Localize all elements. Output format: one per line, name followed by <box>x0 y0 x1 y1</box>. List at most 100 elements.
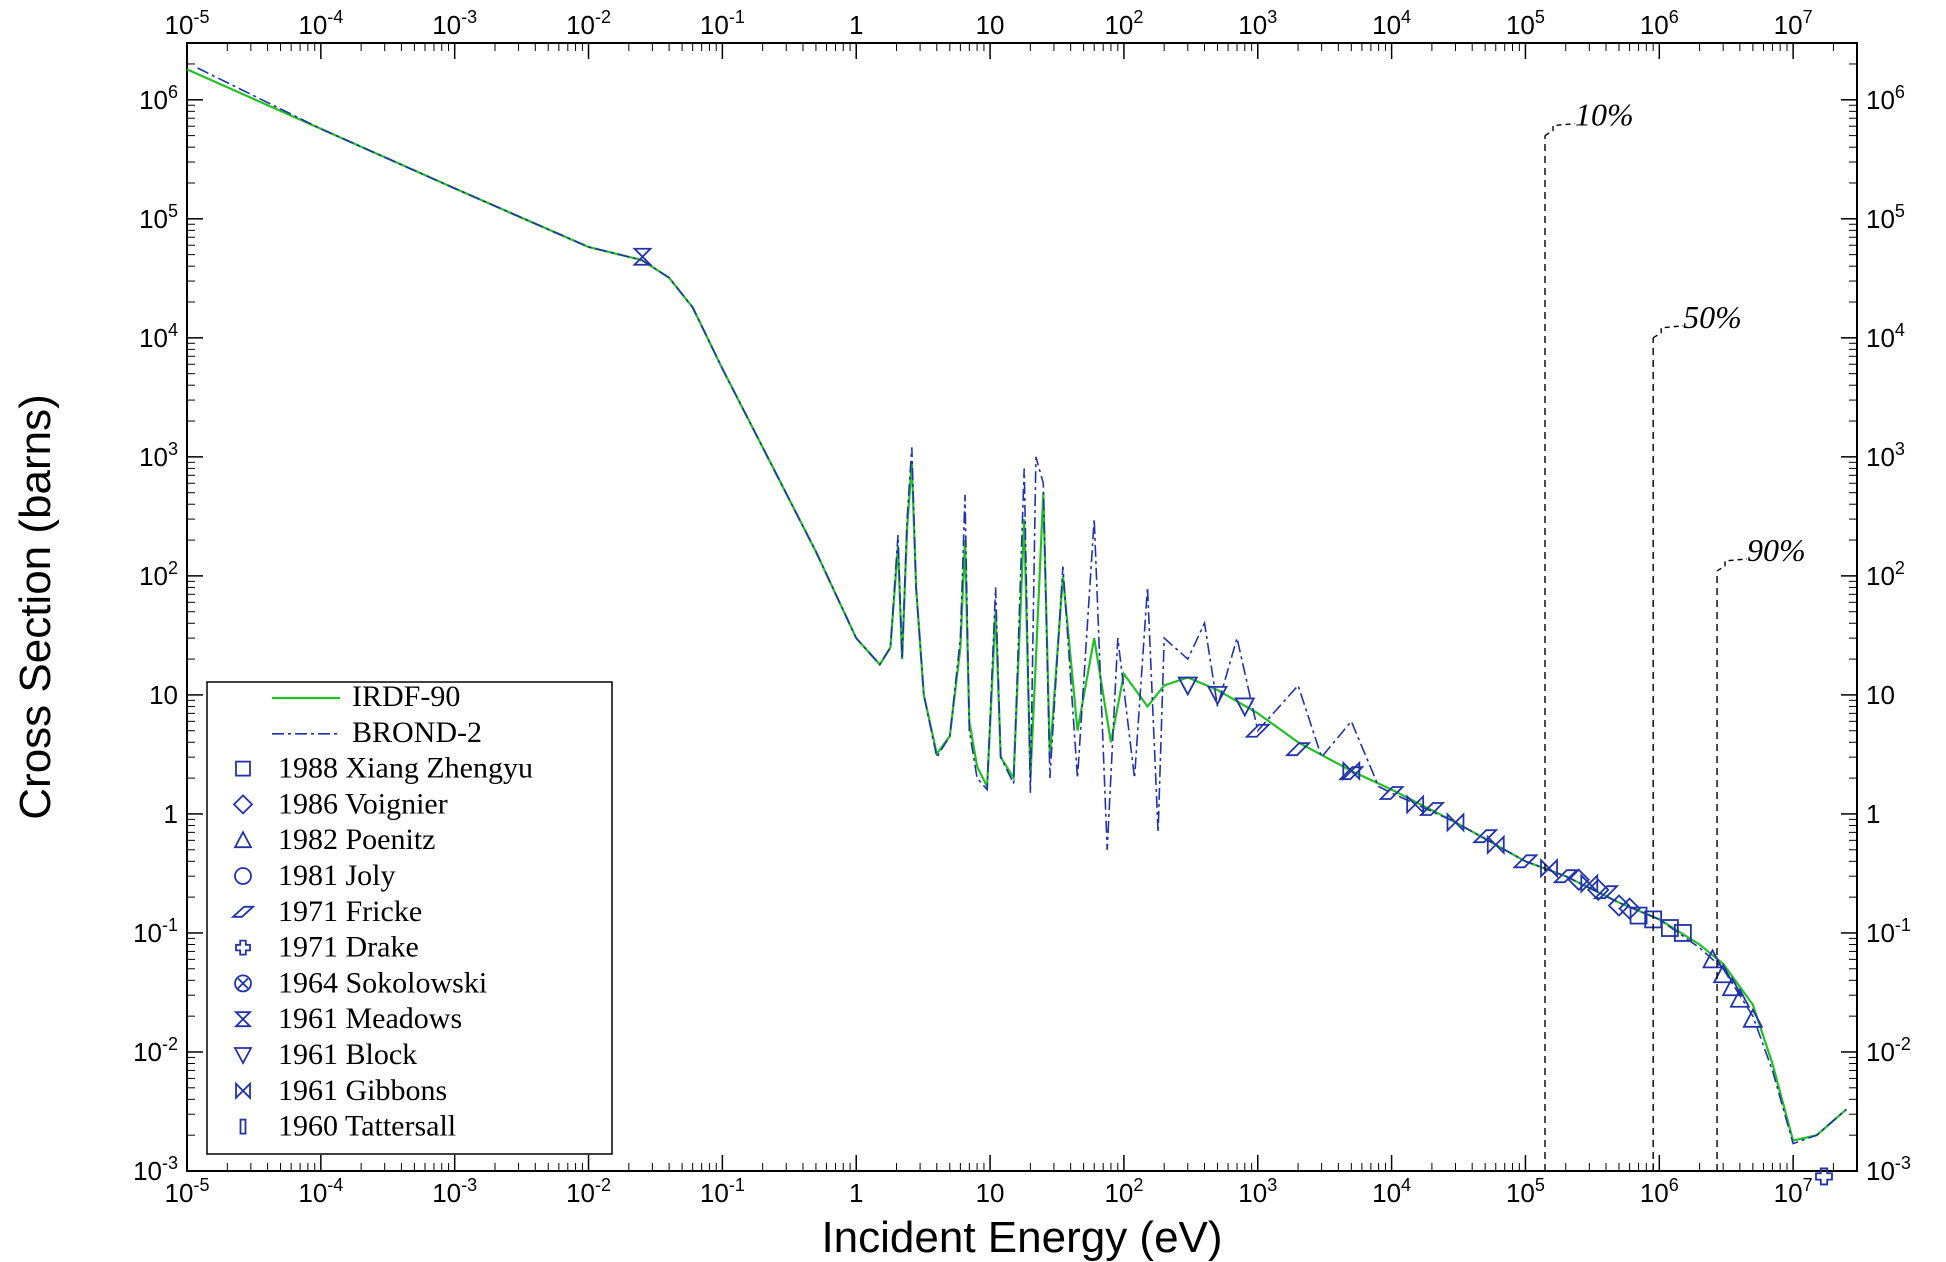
data-point-1971-drake <box>1815 1167 1833 1186</box>
data-point-1961-gibbons <box>1540 858 1558 879</box>
x-tick-label-top: 103 <box>1238 7 1277 40</box>
data-point-1961-block <box>1234 697 1256 718</box>
legend-box <box>206 681 613 1155</box>
x-tick-label-bottom: 103 <box>1238 1175 1277 1208</box>
data-point-1971-fricke <box>1284 742 1312 757</box>
data-point-1961-gibbons <box>1486 834 1505 856</box>
x-tick-label-bottom: 10-3 <box>432 1175 477 1208</box>
data-point-1988-xiang-zhengyu <box>1673 924 1692 942</box>
legend-label-1961-gibbons: 1961 Gibbons <box>278 1074 447 1107</box>
data-point-1971-fricke <box>1338 766 1365 781</box>
y-tick-label-left: 10-1 <box>133 915 178 948</box>
legend-marker-1988-xiang-zhengyu <box>235 760 251 777</box>
x-tick-label-bottom: 10-5 <box>165 1175 210 1208</box>
data-point-1961-gibbons <box>1580 873 1599 894</box>
legend-marker-1960-tattersall <box>239 1118 247 1135</box>
legend-label-1981-joly: 1981 Joly <box>278 859 396 892</box>
x-tick-label-bottom: 10-4 <box>298 1175 343 1208</box>
legend-label-1971-drake: 1971 Drake <box>278 931 419 964</box>
x-tick-label-top: 1 <box>849 10 863 40</box>
legend-marker-1986-voignier <box>232 794 254 815</box>
legend-label-1964-sokolowski: 1964 Sokolowski <box>278 966 487 999</box>
y-tick-label-left: 106 <box>139 82 178 115</box>
reference-leader-10-percent <box>1544 122 1576 137</box>
series-layer <box>186 67 1848 1145</box>
legend-label-1971-fricke: 1971 Fricke <box>278 895 422 928</box>
reference-label-90-percent: 90% <box>1747 532 1806 568</box>
marker-layer <box>632 247 1833 1186</box>
y-tick-label-right: 10-1 <box>1866 915 1911 948</box>
legend-label-1986-voignier: 1986 Voignier <box>278 787 448 820</box>
reference-label-10-percent: 10% <box>1575 97 1634 133</box>
y-tick-label-right: 10 <box>1866 680 1895 710</box>
data-point-1961-block <box>1177 676 1199 697</box>
vline-layer: 10% 50% 90% <box>1544 97 1806 1171</box>
x-tick-label-bottom: 1 <box>849 1178 863 1208</box>
reference-leader-50-percent <box>1652 325 1684 339</box>
y-tick-label-left: 104 <box>139 320 178 353</box>
data-point-1986-voignier <box>1618 897 1641 920</box>
x-tick-label-top: 10-5 <box>165 7 210 40</box>
legend-marker-1981-joly <box>234 867 252 885</box>
y-tick-label-right: 106 <box>1866 82 1905 115</box>
y-tick-label-right: 104 <box>1866 320 1905 353</box>
legend-label-1982-poenitz: 1982 Poenitz <box>278 823 436 856</box>
y-tick-label-right: 10-2 <box>1866 1034 1911 1067</box>
legend-label-1961-meadows: 1961 Meadows <box>278 1002 462 1035</box>
x-tick-label-top: 10-2 <box>566 7 611 40</box>
y-tick-label-left: 105 <box>139 201 178 234</box>
x-tick-label-top: 102 <box>1104 7 1143 40</box>
y-tick-label-right: 10-3 <box>1866 1153 1911 1186</box>
legend-label-1961-block: 1961 Block <box>278 1038 417 1071</box>
data-point-1971-fricke <box>1418 802 1446 816</box>
data-point-1961-gibbons <box>1446 812 1465 833</box>
minor-ticks <box>187 43 1857 1171</box>
x-tick-label-bottom: 10 <box>976 1178 1005 1208</box>
x-tick-label-top: 10-4 <box>298 7 343 40</box>
data-point-1971-fricke <box>1592 885 1620 900</box>
x-tick-label-bottom: 10-2 <box>566 1175 611 1208</box>
legend-label-1960-tattersall: 1960 Tattersall <box>278 1110 456 1143</box>
y-tick-label-right: 102 <box>1866 558 1905 591</box>
x-tick-label-bottom: 102 <box>1104 1175 1143 1208</box>
data-point-1982-poenitz <box>1742 1007 1764 1028</box>
x-tick-label-bottom: 106 <box>1640 1175 1679 1208</box>
data-point-1971-fricke <box>1512 854 1539 869</box>
reference-label-50-percent: 50% <box>1683 299 1742 335</box>
legend-marker-1982-poenitz <box>233 830 253 849</box>
data-point-1961-block <box>1206 686 1228 706</box>
reference-leader-90-percent <box>1716 558 1748 572</box>
data-point-1982-poenitz <box>1729 987 1751 1008</box>
legend-label-irdf-90: IRDF-90 <box>352 680 460 713</box>
major-ticks <box>186 43 1857 1172</box>
marker-part <box>234 974 252 993</box>
y-tick-label-left: 10 <box>149 680 178 710</box>
legend-marker-1961-meadows <box>233 1011 253 1028</box>
x-tick-label-bottom: 105 <box>1506 1175 1545 1208</box>
y-tick-label-right: 1 <box>1866 799 1880 829</box>
x-tick-label-bottom: 104 <box>1372 1175 1411 1208</box>
x-tick-label-top: 107 <box>1774 7 1813 40</box>
data-point-1986-voignier <box>1567 868 1590 892</box>
x-tick-label-top: 10 <box>976 10 1005 40</box>
legend-marker-1964-sokolowski <box>234 974 252 993</box>
x-tick-label-top: 10-1 <box>700 7 745 40</box>
series-line-brond-2 <box>197 67 1847 1145</box>
data-point-1961-meadows <box>632 247 653 266</box>
data-point-1961-gibbons <box>1342 760 1361 782</box>
marker-part <box>237 977 249 989</box>
data-point-1971-fricke <box>1378 786 1405 800</box>
x-tick-label-top: 105 <box>1506 7 1545 40</box>
x-tick-label-bottom: 10-1 <box>700 1175 745 1208</box>
y-tick-label-left: 1 <box>164 799 178 829</box>
data-point-1971-fricke <box>1471 829 1499 844</box>
data-point-1988-xiang-zhengyu <box>1660 919 1679 937</box>
y-axis-title: Cross Section (barns) <box>11 394 60 819</box>
y-tick-label-left: 103 <box>139 439 178 472</box>
y-tick-label-left: 10-2 <box>133 1034 178 1067</box>
data-point-1971-fricke <box>1244 723 1271 738</box>
legend-marker-1971-drake <box>235 939 251 956</box>
data-point-1982-poenitz <box>1702 948 1724 969</box>
